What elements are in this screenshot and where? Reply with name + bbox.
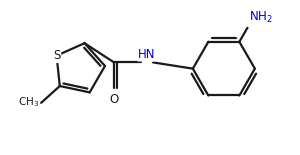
Text: HN: HN (138, 48, 155, 61)
Text: CH$_3$: CH$_3$ (18, 95, 40, 109)
Text: NH$_2$: NH$_2$ (249, 10, 273, 25)
Text: O: O (110, 93, 119, 106)
Text: S: S (53, 49, 60, 62)
